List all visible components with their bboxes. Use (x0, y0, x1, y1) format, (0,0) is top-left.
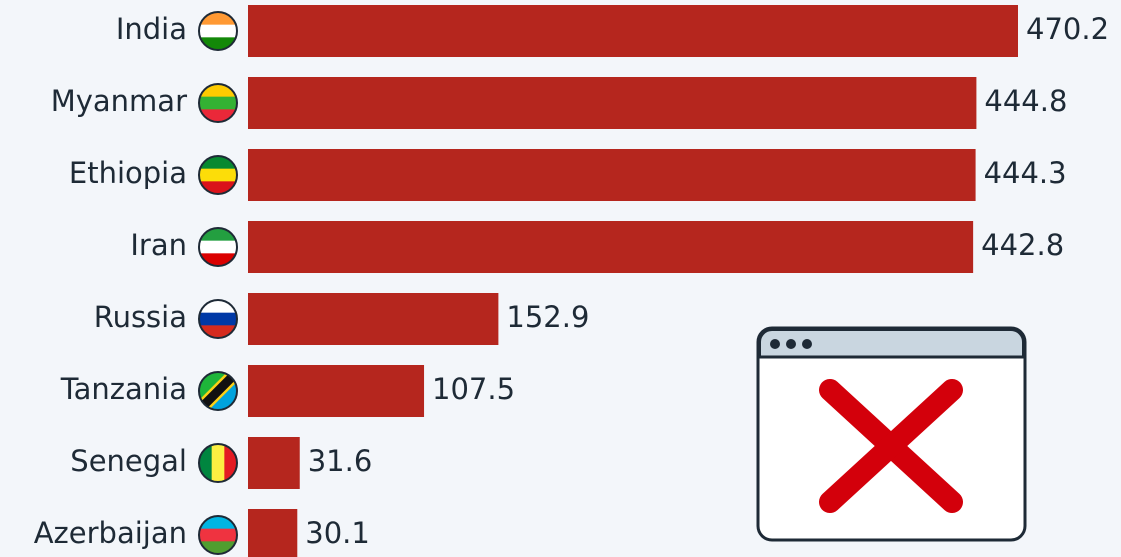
bar (248, 437, 300, 489)
category-label: Russia (94, 300, 187, 334)
category-label: Senegal (70, 444, 187, 478)
window-dot (802, 339, 812, 349)
flag-border (198, 371, 238, 411)
flag-border (198, 11, 238, 51)
category-label: Myanmar (51, 84, 187, 118)
flag-stripe (199, 168, 237, 182)
flag-stripe (199, 372, 237, 410)
flag-stripe (199, 24, 237, 38)
category-label: Iran (130, 228, 187, 262)
flag-stripe (199, 312, 237, 326)
flag-border (198, 227, 238, 267)
flag-border (198, 299, 238, 339)
value-label: 30.1 (305, 516, 370, 550)
bar (248, 77, 977, 129)
flag-stripe (199, 96, 237, 110)
value-label: 444.3 (984, 156, 1067, 190)
flag (199, 372, 237, 410)
value-label: 107.5 (432, 372, 515, 406)
flag-border (198, 155, 238, 195)
bar (248, 293, 499, 345)
value-label: 31.6 (308, 444, 373, 478)
category-label: Azerbaijan (34, 516, 187, 550)
bar (248, 149, 976, 201)
bar (248, 509, 298, 557)
flag-stripe (199, 528, 237, 542)
flag-border (198, 83, 238, 123)
bar (248, 5, 1018, 57)
flag-stripe (211, 444, 225, 482)
category-label: Ethiopia (69, 156, 187, 190)
flag-stripe (199, 240, 237, 254)
bars: India 470.2 Myanmar 444.8 Ethiopia 444.3 Iran 4… (34, 5, 1109, 557)
value-label: 470.2 (1026, 12, 1109, 46)
value-label: 444.8 (984, 84, 1067, 118)
flag-border (198, 443, 238, 483)
flag-border (198, 515, 238, 555)
bar (248, 221, 974, 273)
x-stroke (819, 379, 963, 513)
broken-window-icon (756, 326, 1027, 542)
window-dot (770, 339, 780, 349)
category-label: Tanzania (60, 372, 187, 406)
category-label: India (116, 12, 187, 46)
window-dot (786, 339, 796, 349)
bar (248, 365, 425, 417)
value-label: 152.9 (506, 300, 589, 334)
value-label: 442.8 (981, 228, 1064, 262)
window-title-bar (758, 328, 1025, 359)
